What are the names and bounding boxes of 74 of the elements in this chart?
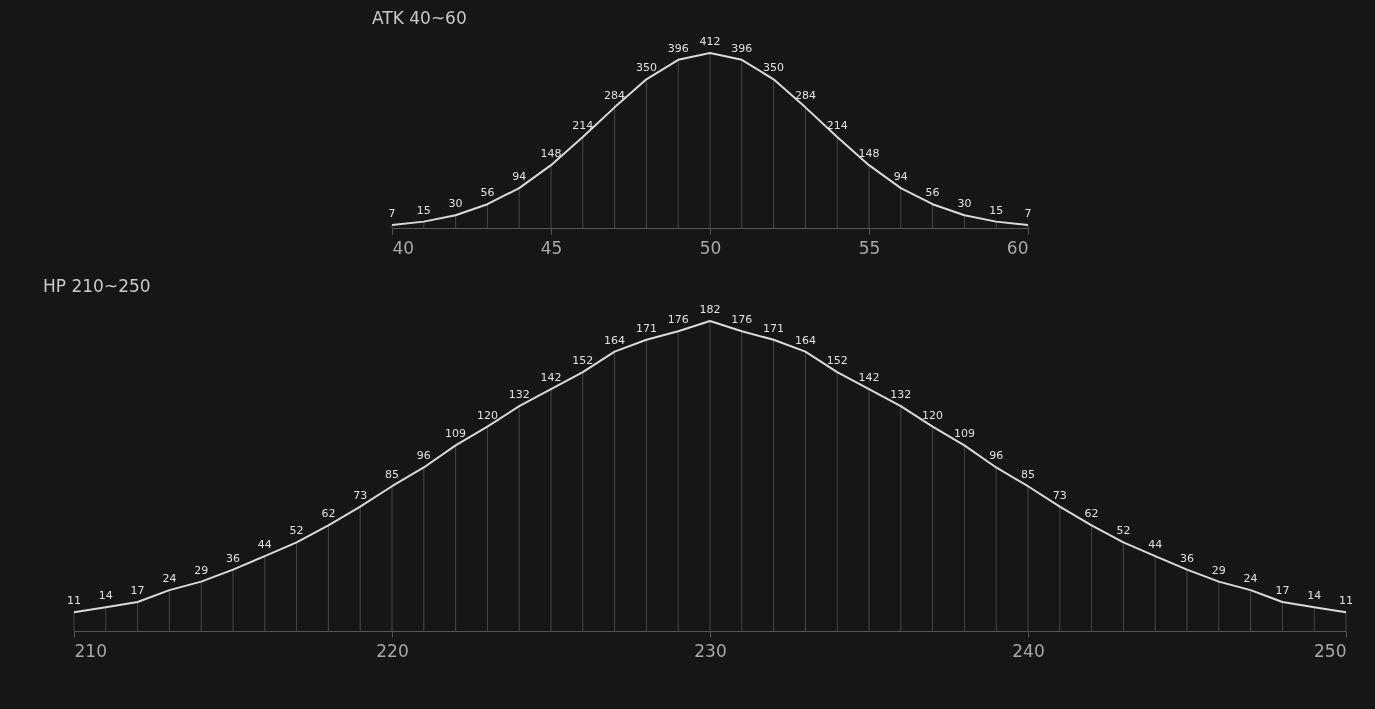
data-label: 350 <box>635 61 657 75</box>
data-label: 396 <box>731 41 753 55</box>
data-label: 284 <box>604 89 626 103</box>
data-label: 142 <box>540 371 562 385</box>
data-label: 56 <box>480 186 495 200</box>
data-label: 284 <box>794 89 816 103</box>
data-label: 182 <box>699 303 721 316</box>
data-label: 214 <box>826 119 848 133</box>
data-label: 30 <box>957 197 972 211</box>
data-label: 96 <box>989 449 1004 463</box>
data-label: 152 <box>826 354 848 368</box>
data-label: 132 <box>508 388 530 402</box>
data-label: 214 <box>572 119 594 133</box>
x-tick-label: 60 <box>1006 237 1029 258</box>
data-label: 15 <box>416 203 431 217</box>
data-label: 24 <box>1243 572 1258 586</box>
data-label: 62 <box>321 507 336 521</box>
data-label: 148 <box>858 147 880 161</box>
data-label: 36 <box>226 551 240 565</box>
x-tick-label: 50 <box>699 237 722 258</box>
data-label: 52 <box>1116 524 1131 538</box>
data-label: 7 <box>388 207 396 221</box>
data-label: 176 <box>667 313 689 327</box>
data-label: 29 <box>1211 563 1226 577</box>
data-label: 164 <box>604 333 626 347</box>
x-tick-label: 45 <box>540 237 563 258</box>
data-label: 36 <box>1180 551 1194 565</box>
data-label: 109 <box>953 427 975 441</box>
data-label: 17 <box>130 584 145 598</box>
data-label: 85 <box>1021 468 1035 482</box>
data-label: 11 <box>1339 594 1353 608</box>
data-label: 171 <box>635 321 657 335</box>
data-label: 350 <box>763 61 785 75</box>
data-label: 148 <box>540 147 562 161</box>
data-label: 96 <box>416 449 431 463</box>
x-tick-label: 250 <box>1314 640 1347 661</box>
data-label: 176 <box>731 313 753 327</box>
data-label: 52 <box>289 524 304 538</box>
x-tick-label: 230 <box>694 640 727 661</box>
data-label: 11 <box>67 594 81 608</box>
data-label: 29 <box>194 563 209 577</box>
data-label: 164 <box>794 333 816 347</box>
data-label: 14 <box>1307 589 1322 603</box>
data-label: 17 <box>1275 584 1290 598</box>
data-label: 152 <box>572 354 594 368</box>
data-label: 120 <box>476 408 498 422</box>
x-tick-label: 240 <box>1012 640 1045 661</box>
data-label: 73 <box>1052 488 1067 502</box>
data-label: 15 <box>989 203 1004 217</box>
data-label: 412 <box>699 35 721 48</box>
data-label: 30 <box>448 197 463 211</box>
chart-title: HP 210~250 <box>43 276 151 296</box>
data-label: 171 <box>763 321 785 335</box>
data-label: 142 <box>858 371 880 385</box>
data-label: 94 <box>512 170 527 184</box>
data-label: 56 <box>925 186 940 200</box>
data-label: 73 <box>353 488 368 502</box>
x-tick-label: 40 <box>392 237 415 258</box>
chart-title: ATK 40~60 <box>372 8 467 28</box>
data-label: 132 <box>890 388 912 402</box>
data-label: 24 <box>162 572 177 586</box>
x-tick-label: 220 <box>376 640 409 661</box>
data-label: 62 <box>1084 507 1099 521</box>
data-label: 120 <box>922 408 944 422</box>
data-label: 396 <box>667 41 689 55</box>
x-tick-label: 55 <box>858 237 881 258</box>
data-label: 109 <box>445 427 467 441</box>
data-label: 7 <box>1024 207 1032 221</box>
data-label: 44 <box>257 538 272 552</box>
x-tick-label: 210 <box>74 640 107 661</box>
data-label: 14 <box>98 589 113 603</box>
data-label: 94 <box>893 170 908 184</box>
data-label: 44 <box>1148 538 1163 552</box>
data-label: 85 <box>385 468 399 482</box>
